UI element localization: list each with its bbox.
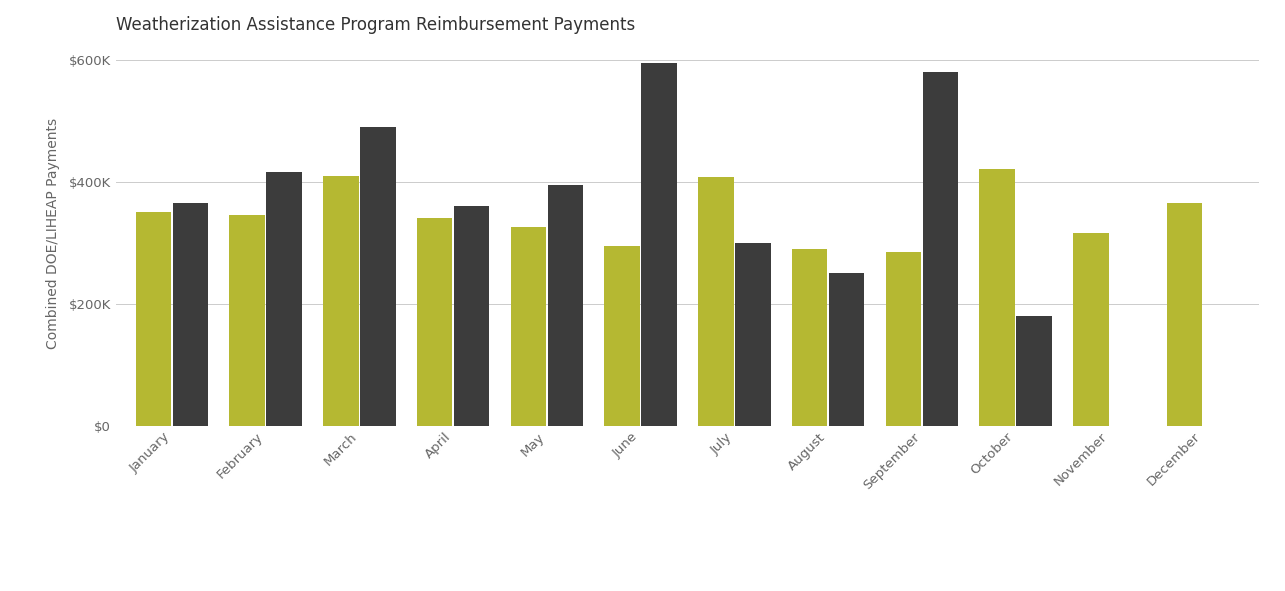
Bar [885, 252, 921, 426]
Bar [1016, 316, 1052, 426]
Bar [510, 228, 546, 426]
Bar [923, 72, 959, 426]
Bar [454, 206, 490, 426]
Bar [1167, 203, 1203, 426]
Bar [266, 173, 302, 426]
Bar [698, 177, 734, 426]
Bar [735, 242, 771, 426]
Bar [1073, 233, 1109, 426]
Bar [979, 170, 1015, 426]
Bar [641, 63, 677, 426]
Bar [547, 184, 583, 426]
Bar [416, 218, 452, 426]
Bar [360, 126, 396, 426]
Bar [829, 273, 865, 426]
Bar [323, 176, 359, 426]
Bar [172, 203, 208, 426]
Y-axis label: Combined DOE/LIHEAP Payments: Combined DOE/LIHEAP Payments [46, 118, 60, 349]
Text: Weatherization Assistance Program Reimbursement Payments: Weatherization Assistance Program Reimbu… [116, 17, 635, 34]
Bar [604, 246, 640, 426]
Bar [229, 215, 265, 426]
Bar [136, 212, 171, 426]
Bar [792, 249, 828, 426]
